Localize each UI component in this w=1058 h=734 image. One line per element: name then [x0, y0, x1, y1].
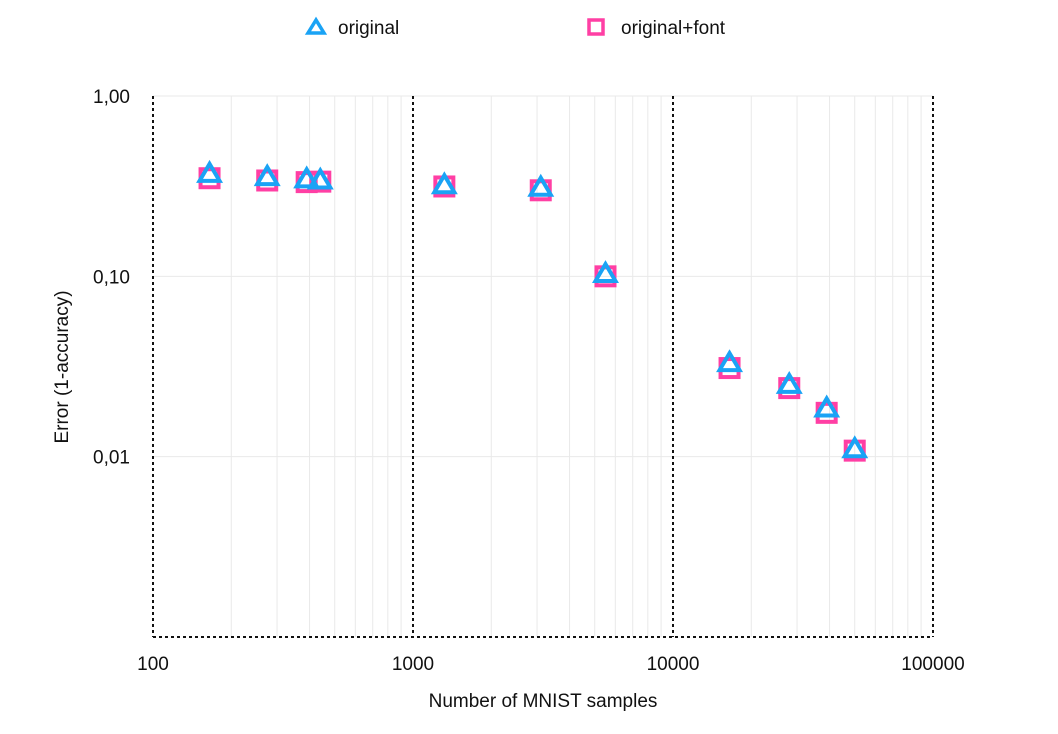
triangle-point — [591, 260, 619, 284]
legend-label-original-font: original+font — [621, 18, 726, 39]
legend-item-original-font: original+font — [587, 18, 726, 39]
x-tick-label: 100 — [137, 654, 169, 675]
triangle-point — [196, 159, 224, 183]
triangle-point — [775, 370, 803, 394]
triangle-point — [253, 163, 281, 187]
y-tick-label: 0,01 — [93, 448, 130, 469]
triangle-point — [716, 349, 744, 373]
triangle-point — [293, 165, 321, 189]
y-tick-label: 0,10 — [93, 267, 130, 288]
x-axis-ticks: 100 1000 10000 100000 — [137, 654, 965, 675]
triangle-point — [527, 173, 555, 197]
minor-gridlines — [153, 95, 933, 637]
legend-triangle-icon — [304, 16, 328, 35]
triangle-point — [813, 394, 841, 418]
major-gridlines — [152, 96, 934, 637]
x-tick-label: 100000 — [901, 654, 964, 675]
triangle-point — [430, 171, 458, 195]
y-axis-label: Error (1-accuracy) — [52, 290, 73, 443]
legend: original original+font — [304, 16, 726, 39]
y-tick-label: 1,00 — [93, 87, 130, 108]
x-axis-label: Number of MNIST samples — [429, 691, 658, 712]
y-axis-ticks: 1,00 0,10 0,01 — [93, 87, 130, 469]
x-tick-label: 1000 — [392, 654, 434, 675]
legend-square-icon — [587, 18, 605, 36]
series-original-font — [198, 167, 866, 462]
x-tick-label: 10000 — [647, 654, 700, 675]
series-original — [196, 159, 869, 459]
legend-label-original: original — [338, 18, 399, 39]
triangle-point — [306, 166, 334, 190]
triangle-point — [841, 435, 869, 459]
series-layer — [196, 159, 869, 462]
legend-item-original: original — [304, 16, 399, 39]
